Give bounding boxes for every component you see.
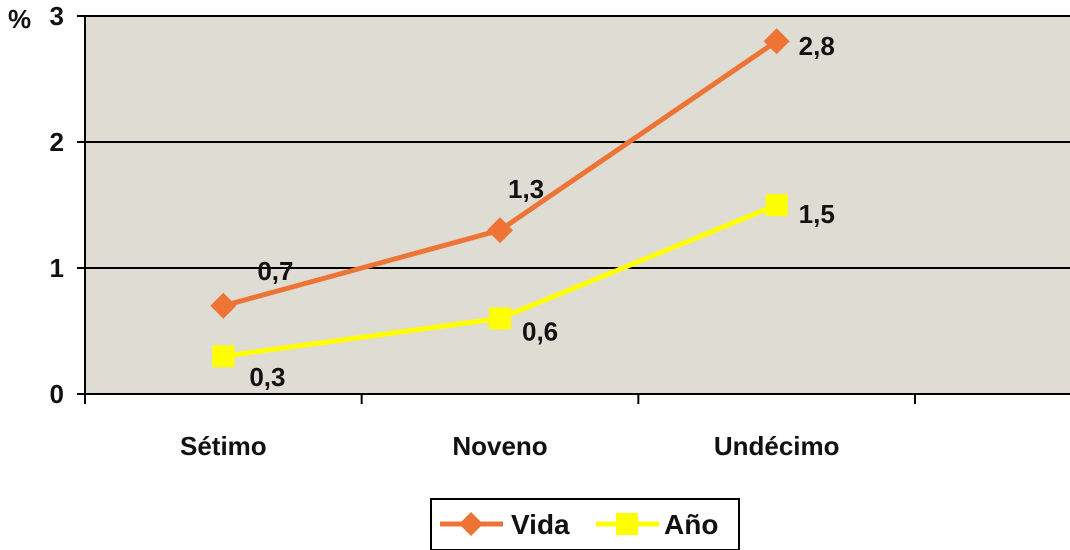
y-tick-label-3: 3: [50, 1, 64, 31]
series-group: [210, 28, 790, 368]
y-tick-label-0: 0: [50, 379, 64, 409]
category-label-0: Sétimo: [180, 431, 267, 461]
legend-marker-ano: [616, 513, 638, 535]
series-1-point-2: [765, 194, 788, 216]
legend-marker-vida: [459, 512, 483, 536]
y-axis-unit: %: [8, 4, 31, 34]
data-label-1-0: 0,3: [249, 362, 285, 392]
data-label-1-2: 1,5: [799, 199, 835, 229]
category-label-1: Noveno: [452, 431, 547, 461]
axes: [77, 15, 1070, 404]
category-labels: Sétimo Noveno Undécimo: [180, 431, 840, 461]
series-0-point-2: [763, 28, 790, 55]
data-labels: 0,7 1,3 2,8 0,3 0,6 1,5: [249, 31, 834, 392]
y-tick-label-1: 1: [50, 253, 64, 283]
series-1-point-1: [489, 307, 511, 330]
plot-area: [85, 16, 1070, 394]
grid-lines: [85, 15, 1070, 269]
series-0-point-1: [487, 217, 513, 244]
legend-label-vida: Vida: [511, 509, 570, 540]
legend: Vida Año: [430, 498, 740, 550]
legend-label-ano: Año: [664, 509, 718, 540]
series-0-point-0: [210, 292, 237, 319]
category-label-2: Undécimo: [714, 431, 840, 461]
y-tick-labels: 0 1 2 3: [50, 1, 64, 409]
data-label-0-0: 0,7: [257, 256, 293, 286]
data-label-0-1: 1,3: [508, 174, 544, 204]
data-label-1-1: 0,6: [522, 316, 558, 346]
series-1-point-0: [212, 345, 235, 368]
data-label-0-2: 2,8: [799, 31, 835, 61]
y-tick-label-2: 2: [50, 127, 64, 157]
